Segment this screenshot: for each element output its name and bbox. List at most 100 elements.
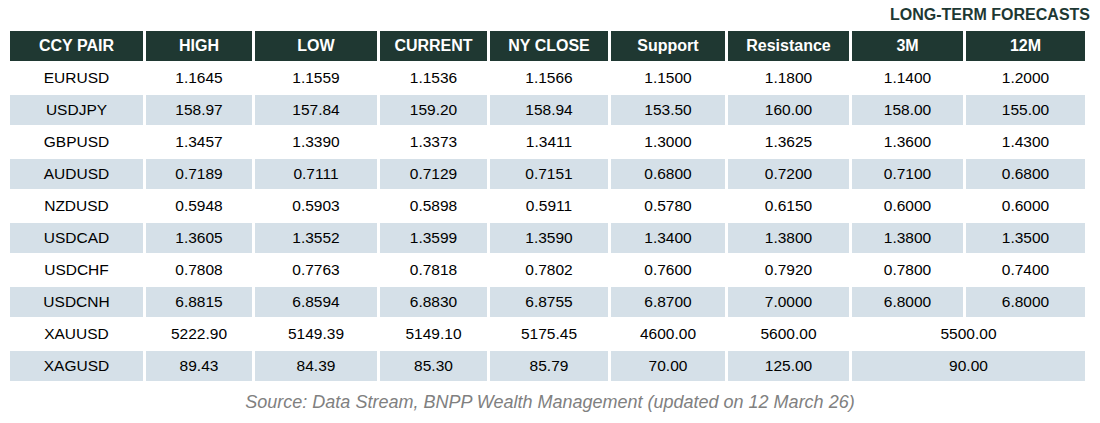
column-header-support: Support [611,31,725,61]
ccy-pair-cell: USDCHF [10,255,143,285]
ny-close-cell: 1.3590 [490,223,608,253]
ccy-pair-cell: AUDUSD [10,159,143,189]
resistance-cell: 160.00 [728,95,849,125]
forecast-3m-cell: 158.00 [852,95,963,125]
source-note: Source: Data Stream, BNPP Wealth Managem… [0,392,1100,413]
column-header-3m: 3M [852,31,963,61]
ccy-pair-cell: EURUSD [10,63,143,93]
resistance-cell: 0.6150 [728,191,849,221]
ny-close-cell: 1.3411 [490,127,608,157]
current-cell: 0.5898 [380,191,487,221]
current-cell: 5149.10 [380,319,487,349]
high-cell: 6.8815 [146,287,252,317]
low-cell: 0.7111 [255,159,377,189]
column-header-12m: 12M [966,31,1085,61]
support-cell: 0.7600 [611,255,725,285]
high-cell: 5222.90 [146,319,252,349]
low-cell: 0.7763 [255,255,377,285]
resistance-cell: 1.3625 [728,127,849,157]
ny-close-cell: 0.7802 [490,255,608,285]
high-cell: 1.1645 [146,63,252,93]
support-cell: 0.5780 [611,191,725,221]
current-cell: 6.8830 [380,287,487,317]
forecast-3m-cell: 1.3800 [852,223,963,253]
ccy-pair-cell: USDCAD [10,223,143,253]
table-row: XAUUSD5222.905149.395149.105175.454600.0… [10,319,1085,349]
current-cell: 1.3373 [380,127,487,157]
table-row: USDJPY158.97157.84159.20158.94153.50160.… [10,95,1085,125]
high-cell: 89.43 [146,351,252,381]
low-cell: 1.1559 [255,63,377,93]
high-cell: 1.3457 [146,127,252,157]
long-term-merged-cell: 5500.00 [852,319,1085,349]
current-cell: 85.30 [380,351,487,381]
low-cell: 84.39 [255,351,377,381]
resistance-cell: 7.0000 [728,287,849,317]
table-row: USDCNH6.88156.85946.88306.87556.87007.00… [10,287,1085,317]
table-row: EURUSD1.16451.15591.15361.15661.15001.18… [10,63,1085,93]
forecast-12m-cell: 0.6000 [966,191,1085,221]
column-header-current: CURRENT [380,31,487,61]
current-cell: 1.3599 [380,223,487,253]
low-cell: 1.3552 [255,223,377,253]
high-cell: 0.7189 [146,159,252,189]
ny-close-cell: 0.5911 [490,191,608,221]
forecast-12m-cell: 0.7400 [966,255,1085,285]
table-row: XAGUSD89.4384.3985.3085.7970.00125.0090.… [10,351,1085,381]
ny-close-cell: 6.8755 [490,287,608,317]
ny-close-cell: 85.79 [490,351,608,381]
table-row: USDCAD1.36051.35521.35991.35901.3400 1.38… [10,223,1085,253]
high-cell: 1.3605 [146,223,252,253]
current-cell: 1.1536 [380,63,487,93]
column-header-ny-close: NY CLOSE [490,31,608,61]
forecast-12m-cell: 155.00 [966,95,1085,125]
table-header: CCY PAIR HIGH LOW CURRENT NY CLOSE Suppo… [10,31,1085,61]
support-cell: 4600.00 [611,319,725,349]
forecast-3m-cell: 1.3600 [852,127,963,157]
forecast-3m-cell: 0.6000 [852,191,963,221]
high-cell: 0.7808 [146,255,252,285]
ny-close-cell: 1.1566 [490,63,608,93]
table-header-row: CCY PAIR HIGH LOW CURRENT NY CLOSE Suppo… [10,31,1085,61]
ny-close-cell: 158.94 [490,95,608,125]
resistance-cell: 125.00 [728,351,849,381]
low-cell: 1.3390 [255,127,377,157]
forecast-3m-cell: 0.7100 [852,159,963,189]
high-cell: 158.97 [146,95,252,125]
long-term-merged-cell: 90.00 [852,351,1085,381]
forecast-12m-cell: 1.2000 [966,63,1085,93]
support-cell: 153.50 [611,95,725,125]
low-cell: 157.84 [255,95,377,125]
ccy-pair-cell: USDJPY [10,95,143,125]
current-cell: 159.20 [380,95,487,125]
ccy-pair-cell: NZDUSD [10,191,143,221]
forecast-3m-cell: 6.8000 [852,287,963,317]
forecast-3m-cell: 1.1400 [852,63,963,93]
ccy-pair-cell: USDCNH [10,287,143,317]
table-row: AUDUSD0.71890.71110.71290.71510.68000.72… [10,159,1085,189]
long-term-forecasts-label: LONG-TERM FORECASTS [890,6,1090,24]
ny-close-cell: 5175.45 [490,319,608,349]
current-cell: 0.7129 [380,159,487,189]
ccy-pair-cell: XAGUSD [10,351,143,381]
ccy-pair-cell: XAUUSD [10,319,143,349]
support-cell: 1.3400 [611,223,725,253]
table-row: GBPUSD1.34571.33901.33731.34111.30001.36… [10,127,1085,157]
forecast-12m-cell: 1.4300 [966,127,1085,157]
table-row: NZDUSD0.59480.59030.58980.59110.57800.61… [10,191,1085,221]
current-cell: 0.7818 [380,255,487,285]
resistance-cell: 0.7200 [728,159,849,189]
support-cell: 1.3000 [611,127,725,157]
low-cell: 5149.39 [255,319,377,349]
ccy-pair-cell: GBPUSD [10,127,143,157]
column-header-low: LOW [255,31,377,61]
resistance-cell: 1.1800 [728,63,849,93]
low-cell: 0.5903 [255,191,377,221]
column-header-ccy-pair: CCY PAIR [10,31,143,61]
high-cell: 0.5948 [146,191,252,221]
low-cell: 6.8594 [255,287,377,317]
table-body: EURUSD1.16451.15591.15361.15661.15001.18… [10,63,1085,381]
support-cell: 70.00 [611,351,725,381]
fx-forecast-page: LONG-TERM FORECASTS CCY PAIR HIGH LOW CU… [0,0,1100,423]
forecast-12m-cell: 1.3500 [966,223,1085,253]
